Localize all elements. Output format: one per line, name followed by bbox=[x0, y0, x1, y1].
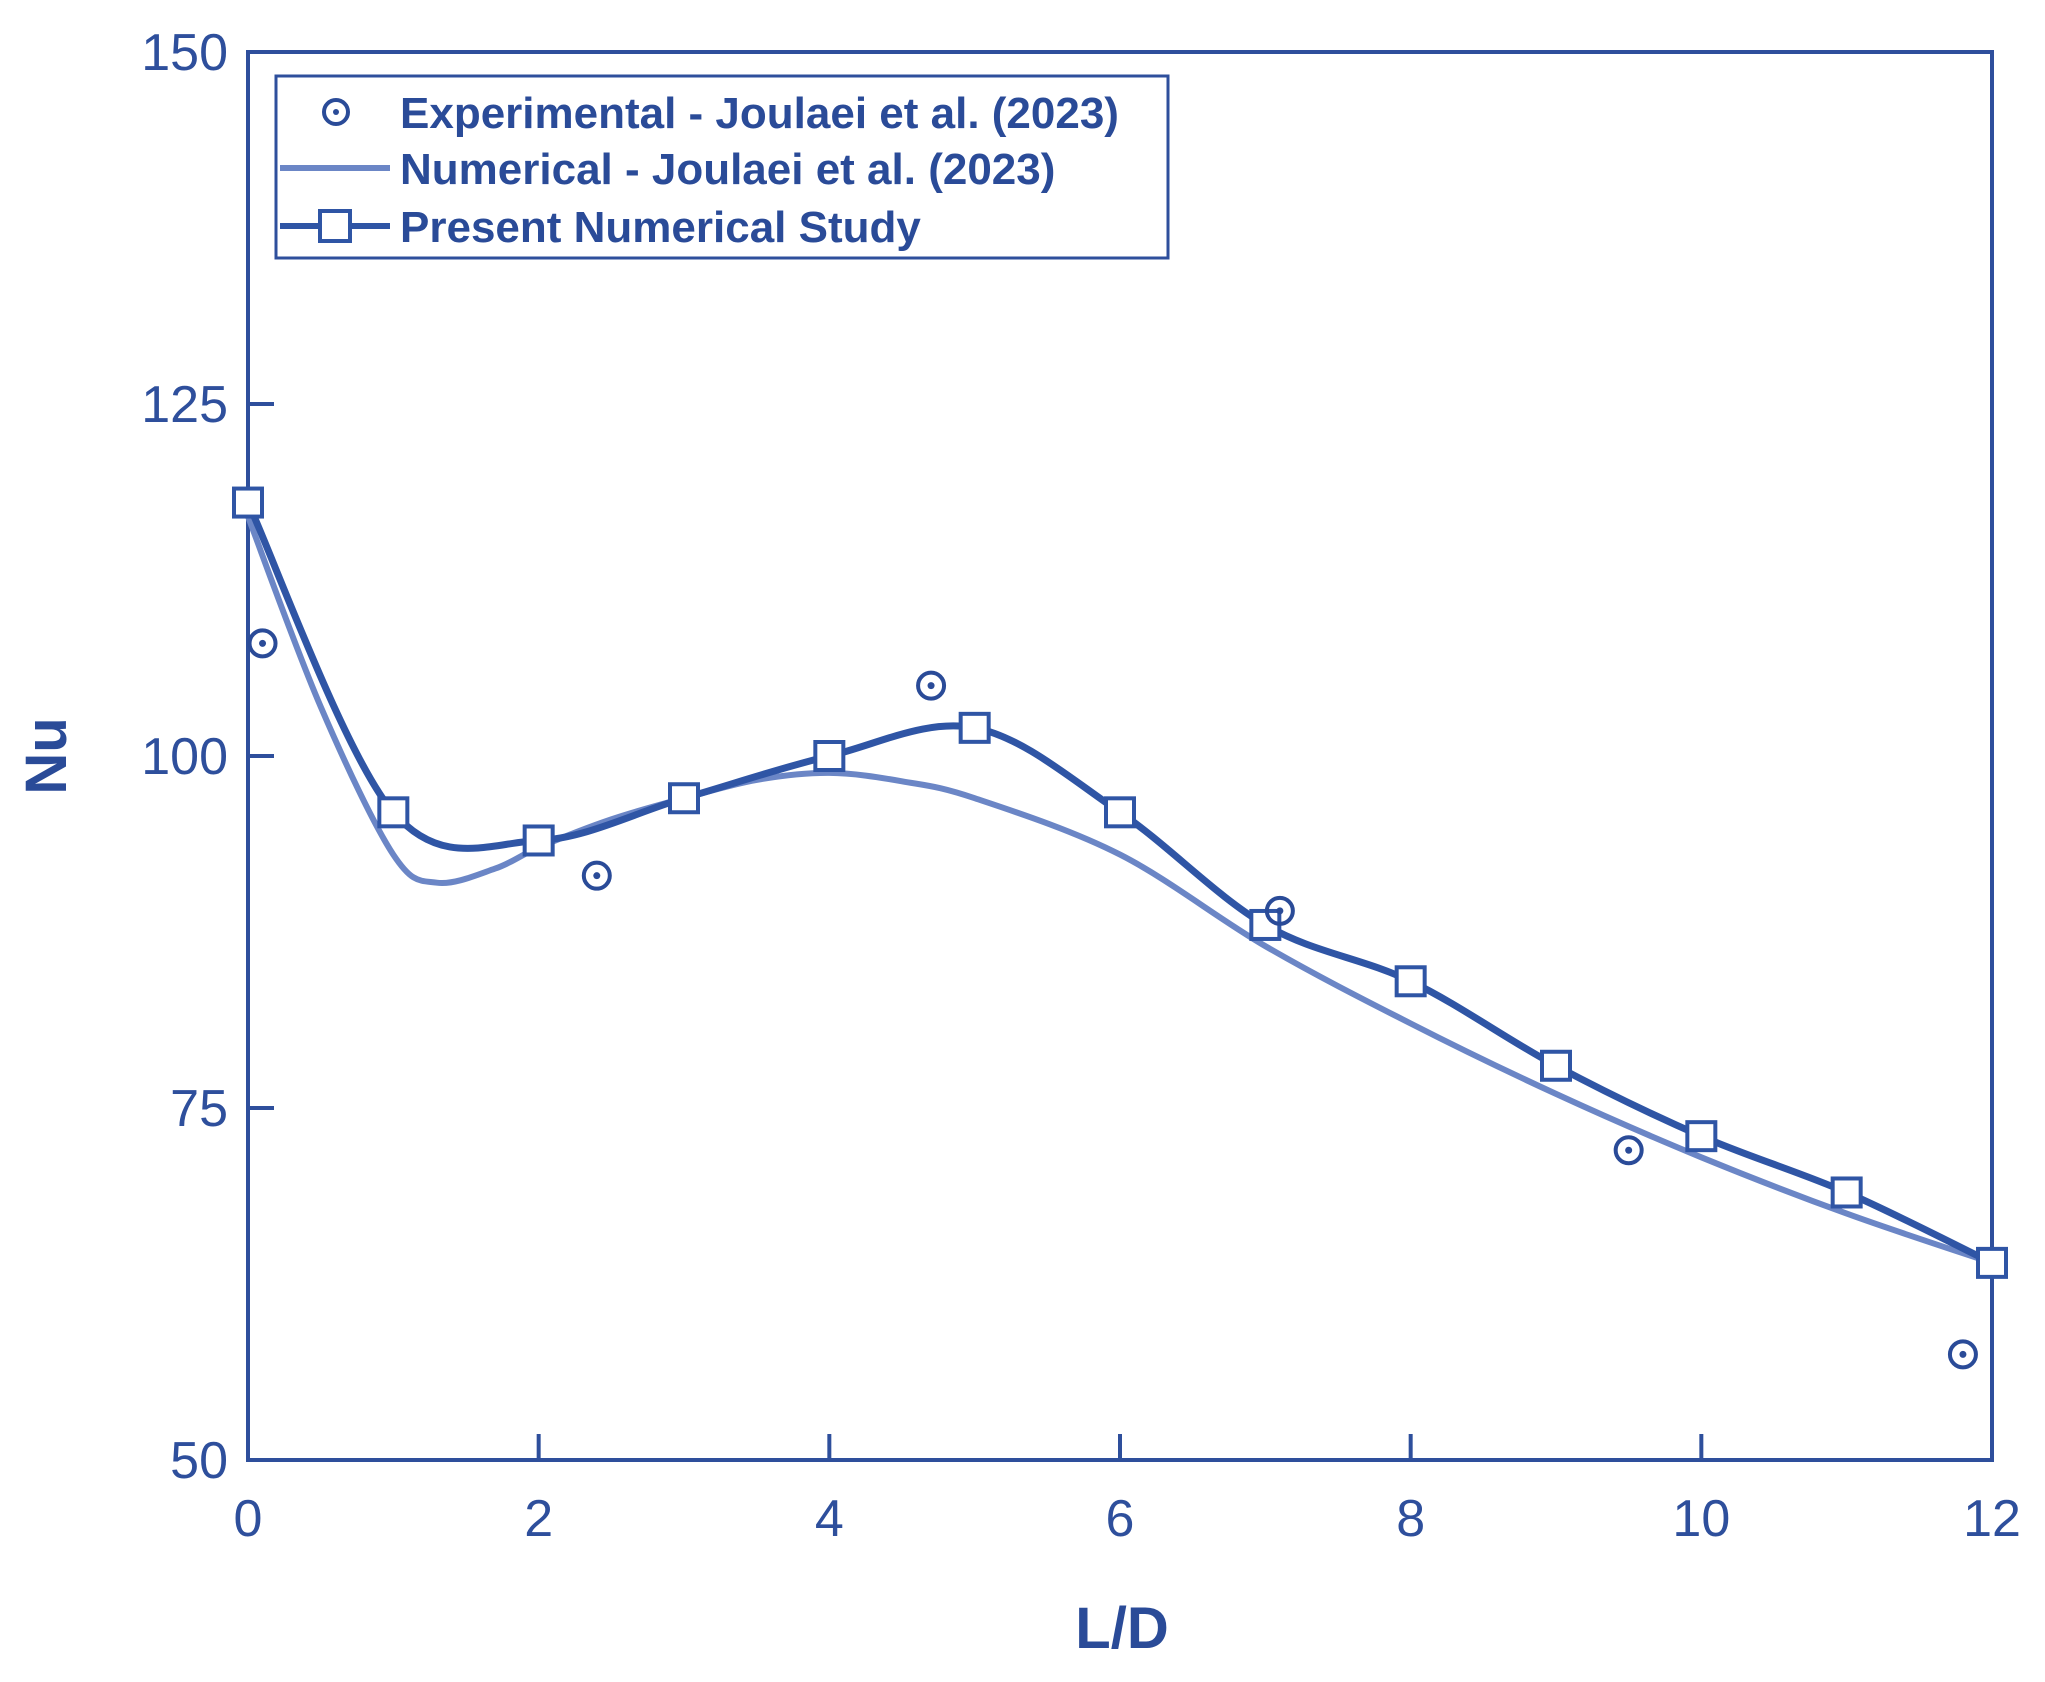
legend-symbol-present bbox=[280, 209, 390, 243]
series-layer bbox=[232, 486, 2008, 1370]
y-tick-label: 125 bbox=[141, 376, 228, 434]
present-study-square-marker bbox=[1540, 1049, 1572, 1082]
legend-label-present: Present Numerical Study bbox=[400, 203, 921, 252]
present-study-square-marker bbox=[232, 486, 264, 519]
x-tick-label: 0 bbox=[234, 1490, 263, 1548]
present-study-square-marker bbox=[958, 711, 991, 744]
experimental-circle-marker bbox=[247, 628, 278, 659]
y-tick-label: 50 bbox=[170, 1432, 228, 1490]
present-study-square-marker bbox=[377, 796, 410, 829]
legend-label-numerical: Numerical - Joulaei et al. (2023) bbox=[400, 145, 1055, 194]
x-tick-label: 6 bbox=[1106, 1490, 1135, 1548]
present-study-square-marker bbox=[522, 824, 555, 857]
experimental-circle-marker bbox=[916, 670, 947, 701]
y-tick-label: 100 bbox=[141, 728, 228, 786]
x-tick-label: 4 bbox=[815, 1490, 844, 1548]
experimental-circle-marker bbox=[1613, 1135, 1644, 1166]
legend: Experimental - Joulaei et al. (2023) Num… bbox=[274, 74, 1170, 260]
present-study-square-marker bbox=[1976, 1246, 2008, 1279]
experimental-circle-marker bbox=[1264, 895, 1295, 926]
present-study-square-marker bbox=[1685, 1120, 1718, 1153]
x-tick-label: 2 bbox=[524, 1490, 553, 1548]
legend-symbol-experimental bbox=[322, 98, 350, 126]
x-tick-label: 8 bbox=[1396, 1490, 1425, 1548]
present-study-square-marker bbox=[1830, 1176, 1863, 1209]
series-line-numerical-joulaei bbox=[245, 515, 1993, 1266]
present-study-square-marker bbox=[1104, 796, 1136, 829]
experimental-circle-marker bbox=[1947, 1339, 1978, 1370]
x-axis-title: L/D bbox=[1075, 1596, 1168, 1661]
y-axis-title: Nu bbox=[14, 717, 79, 794]
x-axis: 0 2 4 6 8 10 12 bbox=[234, 1434, 2021, 1548]
present-study-square-marker bbox=[668, 782, 700, 815]
series-line-present-study bbox=[244, 501, 1994, 1267]
legend-label-experimental: Experimental - Joulaei et al. (2023) bbox=[400, 89, 1119, 138]
experimental-circle-marker bbox=[581, 860, 612, 891]
legend-box bbox=[274, 74, 1170, 260]
present-study-square-marker bbox=[1394, 965, 1427, 998]
present-study-square-marker bbox=[813, 740, 846, 772]
x-tick-label: 12 bbox=[1963, 1490, 2021, 1548]
y-axis: 50 75 100 125 150 bbox=[141, 24, 274, 1490]
x-tick-label: 10 bbox=[1672, 1490, 1730, 1548]
plot-frame bbox=[246, 50, 1994, 1462]
y-tick-label: 75 bbox=[170, 1080, 228, 1138]
y-tick-label: 150 bbox=[141, 24, 228, 82]
